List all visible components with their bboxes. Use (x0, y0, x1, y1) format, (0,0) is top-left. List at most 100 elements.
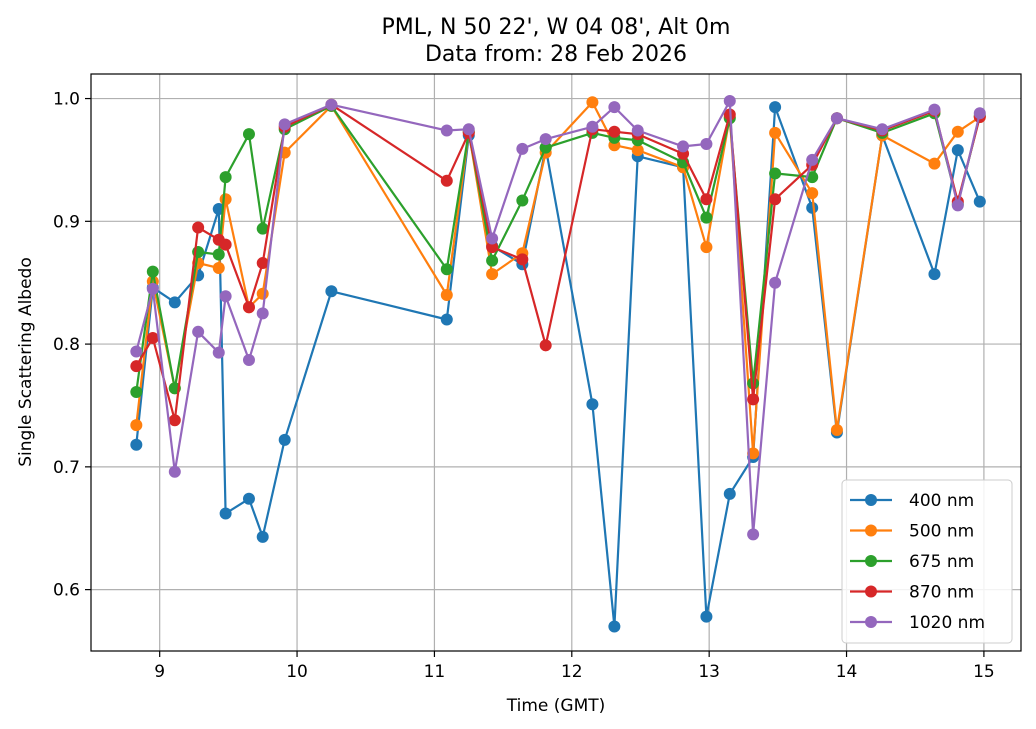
legend-label: 1020 nm (909, 613, 985, 633)
legend-label: 500 nm (909, 522, 974, 542)
series-group (130, 95, 986, 633)
y-tick-label: 0.8 (53, 335, 80, 355)
data-point-870-nm (440, 174, 453, 187)
data-point-500-nm (256, 287, 269, 300)
data-point-500-nm (586, 96, 599, 109)
data-point-870-nm (242, 301, 255, 314)
data-point-400-nm (769, 101, 782, 114)
y-tick-label: 0.6 (53, 581, 80, 601)
data-point-500-nm (219, 193, 232, 206)
data-point-870-nm (486, 241, 499, 254)
data-point-675-nm (440, 263, 453, 276)
x-tick-label: 13 (698, 662, 720, 682)
data-point-675-nm (806, 171, 819, 184)
data-point-870-nm (130, 360, 143, 373)
data-point-1020-nm (876, 123, 889, 136)
chart-subtitle: Data from: 28 Feb 2026 (425, 42, 687, 67)
y-tick-label: 0.9 (53, 212, 80, 232)
data-point-1020-nm (586, 120, 599, 133)
data-point-675-nm (130, 385, 143, 398)
legend-swatch-marker (865, 555, 877, 567)
data-point-1020-nm (830, 112, 843, 125)
data-point-1020-nm (973, 107, 986, 120)
data-point-1020-nm (440, 124, 453, 137)
data-point-1020-nm (539, 133, 552, 146)
data-point-500-nm (212, 261, 225, 274)
data-point-500-nm (440, 288, 453, 301)
data-point-400-nm (928, 268, 941, 281)
data-point-500-nm (700, 241, 713, 254)
data-point-1020-nm (769, 276, 782, 289)
data-point-870-nm (747, 393, 760, 406)
data-point-1020-nm (256, 307, 269, 320)
chart-title: PML, N 50 22', W 04 08', Alt 0m (382, 15, 731, 40)
x-tick-label: 11 (424, 662, 446, 682)
legend-item-675-nm: 675 nm (850, 552, 974, 572)
data-point-400-nm (973, 195, 986, 208)
legend-frame (841, 479, 1013, 644)
data-point-400-nm (219, 507, 232, 520)
data-point-675-nm (769, 167, 782, 180)
legend-swatch-marker (865, 616, 877, 628)
data-point-870-nm (539, 339, 552, 352)
data-point-500-nm (631, 144, 644, 157)
data-point-400-nm (278, 433, 291, 446)
data-point-1020-nm (130, 345, 143, 358)
data-point-500-nm (830, 424, 843, 437)
data-point-400-nm (806, 201, 819, 214)
data-point-400-nm (723, 487, 736, 500)
x-tick-label: 9 (154, 662, 165, 682)
legend-item-400-nm: 400 nm (850, 491, 974, 511)
data-point-400-nm (256, 530, 269, 543)
x-tick-label: 10 (286, 662, 308, 682)
data-point-500-nm (130, 419, 143, 432)
series-1020-nm (130, 95, 986, 541)
data-point-1020-nm (700, 137, 713, 150)
data-point-1020-nm (212, 346, 225, 359)
data-point-400-nm (440, 313, 453, 326)
data-point-1020-nm (723, 95, 736, 108)
data-point-870-nm (168, 414, 181, 427)
data-point-400-nm (608, 620, 621, 633)
data-point-1020-nm (951, 199, 964, 212)
legend-item-870-nm: 870 nm (850, 583, 974, 603)
legend-label: 400 nm (909, 491, 974, 511)
x-tick-label: 14 (836, 662, 858, 682)
data-point-870-nm (219, 238, 232, 251)
data-point-870-nm (516, 253, 529, 266)
data-point-870-nm (192, 221, 205, 234)
y-axis-label: Single Scattering Albedo (16, 257, 36, 467)
data-point-1020-nm (747, 528, 760, 541)
x-tick-label: 15 (973, 662, 995, 682)
data-point-500-nm (951, 125, 964, 138)
data-point-675-nm (219, 171, 232, 184)
legend-swatch-marker (865, 524, 877, 537)
plot-frame (90, 73, 1022, 652)
data-point-400-nm (242, 492, 255, 505)
data-point-675-nm (516, 194, 529, 207)
data-point-870-nm (146, 331, 159, 344)
data-point-675-nm (539, 141, 552, 154)
data-point-1020-nm (806, 153, 819, 166)
legend-item-500-nm: 500 nm (850, 522, 974, 542)
legend: 400 nm 500 nm 675 nm 870 nm 1020 nm (841, 479, 1013, 644)
y-tick-label: 0.7 (53, 458, 80, 478)
x-axis-label: Time (GMT) (506, 696, 606, 716)
axis-ticks: 9 10 11 12 13 14 15 0.6 0.7 0.8 0.9 1.0 (53, 90, 995, 682)
data-point-870-nm (608, 125, 621, 138)
data-point-1020-nm (631, 124, 644, 137)
data-point-870-nm (256, 257, 269, 270)
data-point-1020-nm (462, 123, 475, 136)
grid (91, 74, 1021, 651)
data-point-1020-nm (242, 354, 255, 367)
data-point-675-nm (486, 254, 499, 267)
data-point-1020-nm (192, 325, 205, 338)
data-point-500-nm (806, 187, 819, 200)
data-point-675-nm (146, 265, 159, 278)
data-point-1020-nm (486, 232, 499, 245)
data-point-400-nm (325, 285, 338, 298)
legend-swatch-marker (865, 494, 877, 506)
data-point-1020-nm (219, 290, 232, 303)
data-point-500-nm (486, 268, 499, 281)
